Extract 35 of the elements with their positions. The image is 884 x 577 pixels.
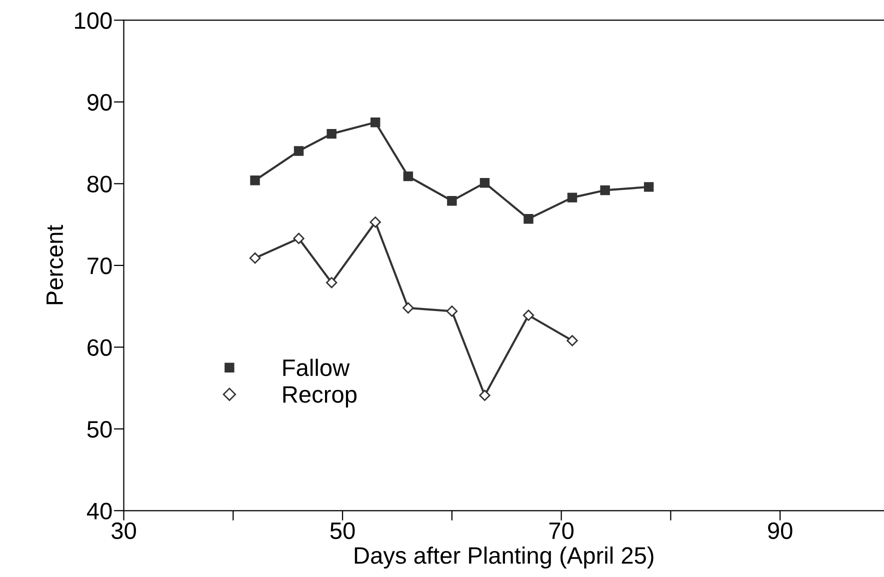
legend-label: Fallow [283, 358, 350, 376]
x-tick-label: 30 [112, 522, 136, 540]
point [644, 182, 654, 192]
y-tick-label: 80 [87, 176, 112, 192]
point [480, 178, 490, 188]
y-axis-title: Percent [46, 224, 64, 304]
point [370, 118, 380, 128]
point [600, 185, 610, 196]
point [446, 306, 458, 317]
point [402, 302, 414, 314]
point [479, 390, 490, 401]
point [566, 335, 578, 346]
point [294, 146, 304, 156]
x-tick-label: 90 [768, 522, 792, 540]
x-tick-label: 50 [330, 522, 355, 540]
y-tick-label: 70 [88, 257, 112, 274]
point [370, 216, 381, 228]
legend-label: Recrop [283, 386, 357, 408]
point [522, 310, 534, 321]
x-tick-label: 70 [549, 522, 574, 540]
y-tick-label: 90 [87, 94, 112, 111]
point [250, 176, 260, 186]
x-axis-title: Days after Planting (April 25) [354, 546, 654, 569]
y-tick-label: 50 [87, 420, 112, 438]
point [524, 214, 534, 224]
point [326, 276, 338, 288]
y-tick-label: 100 [75, 12, 112, 29]
y-tick-label: 60 [88, 339, 112, 356]
point [293, 232, 304, 244]
point [326, 128, 336, 139]
point [403, 171, 414, 182]
y-tick-label: 40 [86, 502, 112, 520]
point [567, 192, 578, 202]
point [249, 252, 261, 264]
point [447, 196, 457, 206]
